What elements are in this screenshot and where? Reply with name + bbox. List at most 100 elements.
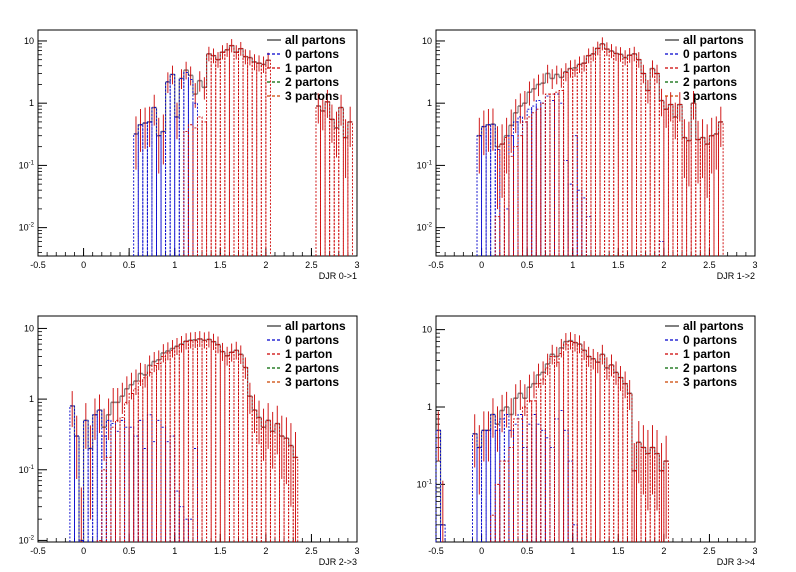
histogram-bin: [581, 349, 587, 542]
histogram-bin: [540, 102, 546, 256]
x-tick-label: 3: [752, 260, 757, 270]
histogram-bin: [585, 55, 592, 256]
y-tick-label: 10: [24, 323, 34, 333]
legend-label: all partons: [683, 319, 744, 333]
x-tick-label: 2.5: [703, 546, 716, 556]
histogram-bin: [128, 393, 135, 542]
series-all-partons: [436, 332, 669, 542]
histogram-bin: [517, 135, 524, 256]
x-tick-label: -0.5: [428, 260, 444, 270]
legend-label: 0 partons: [285, 333, 339, 347]
series-1-parton: [96, 338, 299, 542]
histogram-bin: [554, 91, 560, 256]
histogram-bin: [522, 121, 528, 256]
legend-label: 2 partons: [285, 361, 339, 375]
x-tick-label: 0.5: [521, 546, 534, 556]
histogram-bin: [169, 435, 176, 542]
y-tick-label: 1: [29, 98, 34, 108]
histogram-bin: [269, 430, 276, 542]
histogram-bin: [110, 426, 116, 542]
histogram-bin: [96, 539, 103, 542]
histogram-bin: [329, 118, 335, 256]
histogram-bin: [526, 108, 533, 256]
x-axis-label: DJR 2->3: [319, 557, 357, 567]
histogram-bin: [192, 127, 198, 256]
histogram-bin: [146, 414, 153, 542]
histogram-bin: [572, 524, 578, 542]
histogram-bin: [649, 68, 656, 256]
histogram-bin: [485, 429, 492, 542]
histogram-bin: [338, 107, 344, 256]
histogram-bin: [535, 100, 542, 256]
legend-label: all partons: [285, 33, 346, 47]
histogram-bin: [613, 52, 619, 256]
histogram-bin: [540, 102, 546, 256]
histogram-bin: [320, 110, 326, 256]
x-tick-label: 0.5: [123, 546, 136, 556]
y-tick-label: 10-1: [19, 160, 35, 170]
histogram-bin: [174, 346, 180, 542]
histogram-bin: [704, 143, 710, 256]
histogram-bin: [238, 48, 244, 256]
histogram-bin: [494, 483, 501, 542]
histogram-bin: [133, 435, 139, 542]
histogram-bin: [256, 417, 262, 542]
histogram-bin: [503, 208, 510, 256]
y-tick-label: 10: [24, 36, 34, 46]
histogram-bin: [169, 349, 176, 542]
histogram-bin: [645, 453, 651, 542]
histogram-bin: [508, 135, 514, 256]
x-tick-label: 1: [570, 546, 575, 556]
histogram-bin: [517, 414, 524, 542]
histogram-bin: [645, 90, 651, 256]
histogram-bin: [105, 456, 112, 542]
histogram-bin: [342, 137, 349, 256]
legend-label: 3 partons: [683, 375, 737, 389]
histogram-bin: [137, 380, 144, 542]
x-tick-label: 0: [81, 546, 86, 556]
histogram-bin: [718, 121, 724, 256]
histogram-bin: [494, 216, 501, 256]
histogram-bin: [640, 447, 647, 542]
x-tick-label: -0.5: [30, 260, 46, 270]
histogram-bin: [563, 343, 569, 542]
histogram-bin: [242, 367, 249, 542]
histogram-bin: [151, 441, 157, 542]
histogram-bin: [590, 358, 596, 542]
histogram-bin: [174, 490, 180, 542]
legend-label: 2 partons: [285, 75, 339, 89]
histogram-bin: [535, 423, 542, 542]
histogram-bin: [347, 121, 353, 256]
x-tick-label: 3: [752, 546, 757, 556]
histogram-bin: [124, 426, 130, 542]
histogram-bin: [251, 409, 258, 542]
histogram-bin: [686, 140, 692, 256]
histogram-bin: [197, 116, 203, 256]
x-tick-label: 1: [570, 260, 575, 270]
histogram-bin: [599, 353, 606, 542]
histogram-bin: [215, 59, 221, 256]
histogram-bin: [142, 122, 148, 256]
histogram-bin: [531, 400, 537, 542]
histogram-bin: [178, 77, 185, 256]
histogram-bin: [251, 61, 258, 256]
x-tick-label: 2: [263, 546, 268, 556]
x-tick-label: 0.5: [123, 260, 136, 270]
histogram-bin: [585, 216, 592, 256]
histogram-bin: [708, 135, 715, 256]
histogram-bin: [78, 539, 85, 542]
histogram-bin: [576, 63, 583, 256]
x-axis-label: DJR 0->1: [319, 271, 357, 281]
histogram-bin: [192, 340, 198, 542]
histogram-bin: [658, 240, 665, 256]
histogram-bin: [585, 356, 592, 542]
histogram-bin: [210, 55, 217, 256]
histogram-bin: [544, 93, 551, 256]
histogram-bin: [626, 54, 633, 256]
y-tick-label: 1: [427, 402, 432, 412]
x-tick-label: 0: [81, 260, 86, 270]
histogram-bin: [663, 460, 669, 542]
